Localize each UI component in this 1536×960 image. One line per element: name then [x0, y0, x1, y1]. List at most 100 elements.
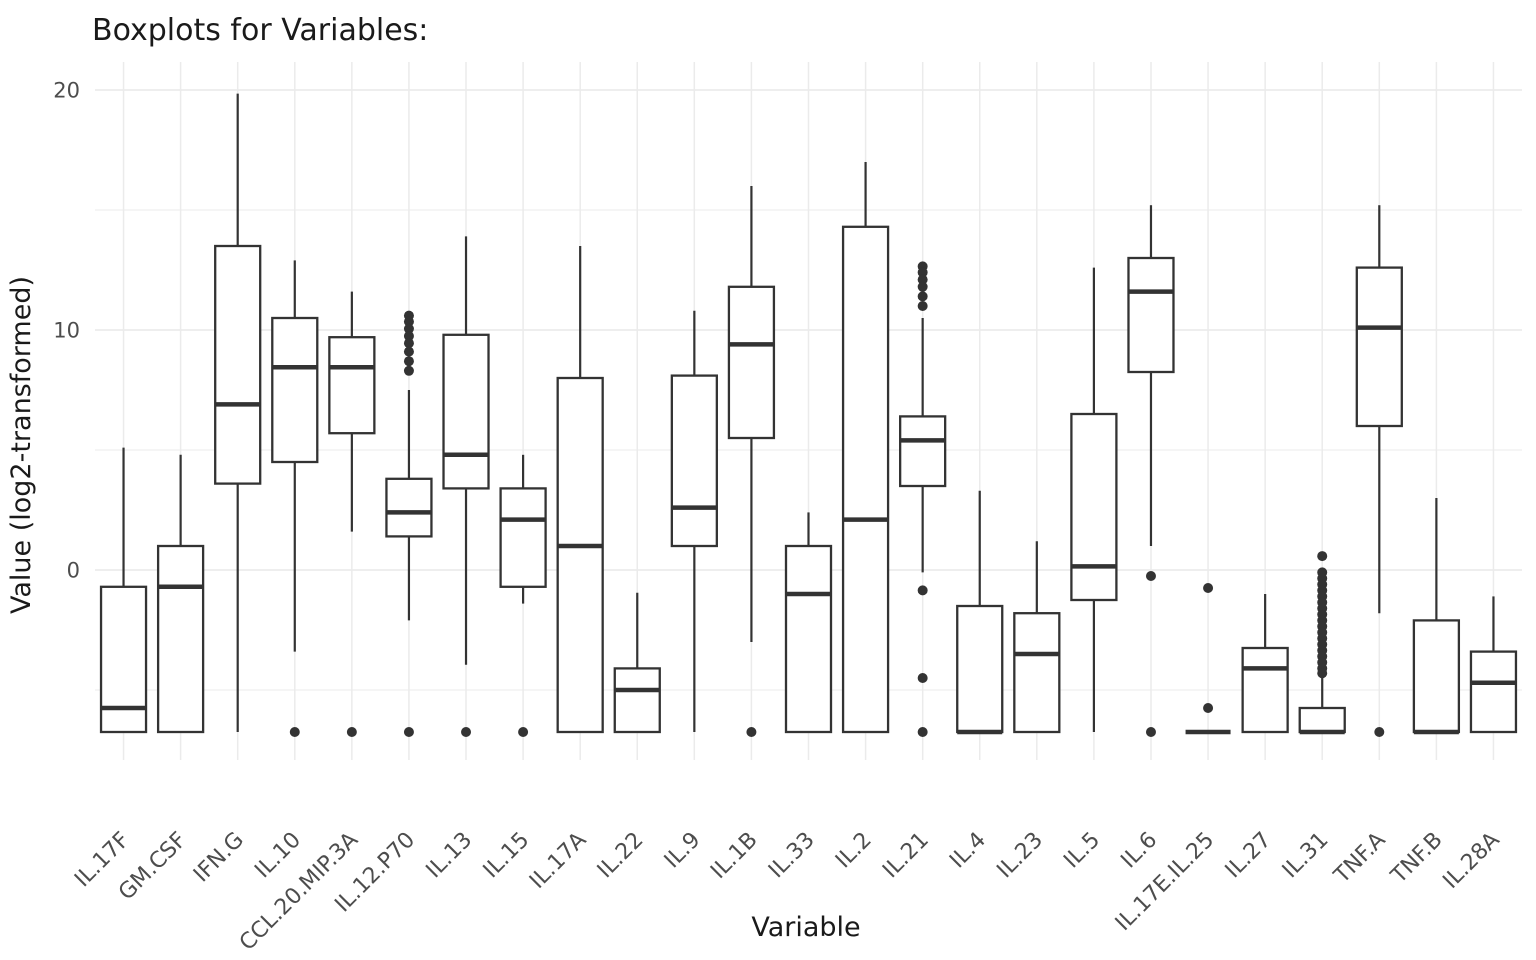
boxplot-IL.17F: [99, 447, 148, 734]
x-tick-label: IL.9: [660, 828, 706, 874]
boxplot-IL.13: [442, 236, 490, 737]
box: [271, 316, 319, 464]
boxplot-IL.21: [899, 261, 947, 737]
outlier-point: [746, 727, 757, 737]
box: [1355, 266, 1403, 428]
outlier-point: [346, 727, 357, 737]
outlier-point: [917, 727, 928, 737]
x-tick-label: IL.21: [878, 828, 934, 884]
outlier-point: [403, 727, 414, 737]
outlier-point: [917, 301, 928, 311]
x-axis-title: Variable: [751, 912, 860, 943]
chart-title: Boxplots for Variables:: [92, 13, 428, 48]
outlier-point: [1317, 668, 1328, 679]
box: [784, 544, 833, 734]
outlier-point: [917, 673, 928, 683]
y-tick-label: 10: [53, 318, 80, 342]
boxplot-IL.12.P70: [385, 310, 433, 737]
boxplot-IL.22: [613, 592, 661, 734]
box: [499, 487, 547, 588]
boxplot-CCL.20.MIP.3A: [328, 291, 376, 737]
outlier-point: [1145, 727, 1156, 737]
box: [1070, 412, 1118, 602]
box: [385, 477, 433, 538]
boxplot-IL.10: [271, 260, 319, 737]
outlier-point: [917, 281, 928, 292]
outlier-point: [1374, 727, 1385, 737]
box: [1013, 612, 1061, 734]
y-axis-title: Value (log2-transformed): [6, 276, 37, 614]
x-tick-label: IL.2: [831, 828, 877, 874]
box: [1298, 706, 1346, 734]
outlier-point: [403, 316, 414, 327]
outlier-point: [403, 338, 414, 349]
outlier-point: [917, 267, 928, 278]
outlier-point: [1317, 551, 1328, 562]
x-tick-label: TNF.B: [1386, 828, 1448, 890]
x-tick-label: IL.27: [1221, 828, 1277, 884]
boxplot-IL.28A: [1469, 596, 1518, 734]
box: [727, 285, 776, 440]
outlier-point: [917, 291, 928, 302]
outlier-point: [403, 356, 414, 367]
x-tick-label: IL.23: [992, 828, 1048, 884]
x-tick-label: IL.1B: [706, 828, 762, 884]
outlier-point: [917, 585, 928, 596]
y-axis-tick-labels: 20 10 0: [53, 78, 80, 582]
box: [841, 225, 890, 734]
boxplot-IL.27: [1241, 594, 1289, 734]
box: [1412, 619, 1461, 734]
boxplot-IL.1B: [727, 186, 776, 737]
box: [156, 544, 205, 734]
box: [1469, 650, 1518, 734]
boxplot-GM.CSF: [156, 454, 205, 734]
boxplot-TNF.B: [1412, 498, 1461, 735]
box: [670, 374, 718, 548]
boxplot-IL.4: [956, 490, 1004, 735]
outlier-point: [917, 274, 928, 285]
boxplot-IL.31: [1298, 551, 1346, 735]
boxplot-IL.9: [670, 310, 718, 732]
y-tick-label: 20: [53, 78, 80, 102]
box: [556, 376, 604, 734]
box: [1241, 646, 1289, 734]
x-tick-label: IL.13: [422, 828, 478, 884]
boxplot-IL.6: [1127, 205, 1175, 737]
box: [214, 244, 262, 485]
outlier-point: [461, 727, 472, 737]
boxplot-IL.5: [1070, 267, 1118, 732]
outlier-point: [1203, 583, 1214, 593]
boxplot-IFN.G: [214, 93, 262, 732]
box: [442, 333, 490, 490]
boxplot-IL.2: [841, 162, 890, 734]
x-tick-label: IL.22: [593, 828, 649, 884]
outlier-point: [403, 365, 414, 376]
boxplot-IL.33: [784, 512, 833, 734]
outlier-point: [289, 727, 300, 737]
box: [613, 667, 661, 734]
x-tick-label: IL.6: [1116, 828, 1162, 874]
box: [1127, 256, 1175, 374]
x-tick-label: IL.4: [945, 828, 991, 874]
outlier-point: [403, 323, 414, 334]
x-tick-label: TNF.A: [1329, 828, 1391, 890]
outlier-point: [518, 727, 529, 737]
boxplot-IL.15: [499, 454, 547, 737]
box: [328, 336, 376, 435]
x-tick-label: IL.31: [1278, 828, 1334, 884]
boxplot-TNF.A: [1355, 205, 1403, 737]
x-tick-label: IL.33: [764, 828, 820, 884]
box: [899, 415, 947, 488]
boxplot-IL.17E.IL.25: [1185, 583, 1231, 735]
box: [956, 604, 1004, 734]
outlier-point: [1203, 703, 1214, 713]
y-tick-label: 0: [67, 558, 80, 582]
x-tick-label: IL.28A: [1438, 828, 1504, 894]
x-tick-label: IL.17A: [525, 828, 591, 894]
outlier-point: [403, 346, 414, 357]
boxes-layer: [99, 93, 1518, 737]
x-tick-label: IL.5: [1059, 828, 1105, 874]
x-tick-label: IFN.G: [189, 828, 249, 888]
outlier-point: [403, 331, 414, 341]
